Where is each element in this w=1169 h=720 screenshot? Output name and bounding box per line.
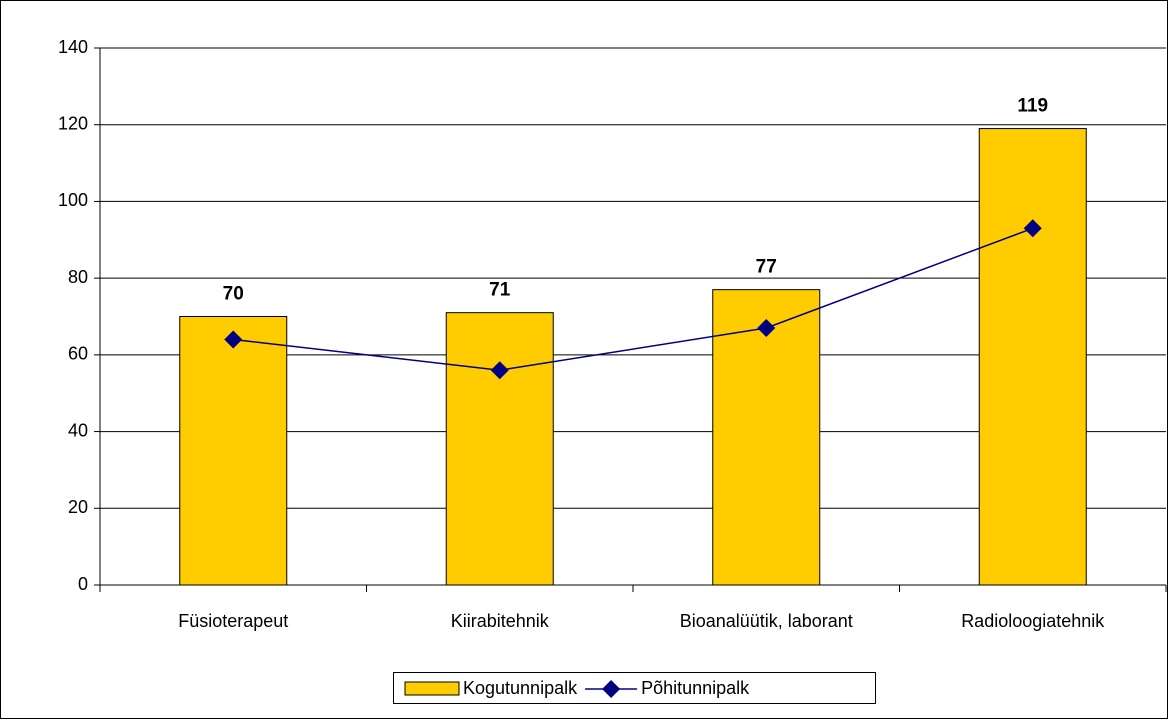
y-tick-label: 40	[68, 420, 88, 440]
x-tick-label: Füsioterapeut	[178, 611, 288, 631]
y-tick-label: 140	[58, 37, 88, 57]
marker	[490, 361, 509, 380]
legend-swatch	[404, 681, 460, 696]
x-tick-label: Kiirabitehnik	[451, 611, 550, 631]
x-tick-label: Radioloogiatehnik	[961, 611, 1105, 631]
data-label: 119	[1017, 96, 1048, 117]
legend-box	[393, 672, 876, 704]
y-tick-label: 0	[78, 574, 88, 594]
y-tick-label: 60	[68, 344, 88, 364]
y-tick-label: 20	[68, 497, 88, 517]
bar	[978, 128, 1087, 586]
y-tick-label: 120	[58, 113, 88, 133]
marker	[757, 319, 776, 338]
marker	[1023, 219, 1042, 238]
y-tick-label: 80	[68, 267, 88, 287]
legend-label: Põhitunnipalk	[641, 678, 750, 698]
line	[233, 227, 1034, 371]
data-label: 70	[223, 284, 244, 305]
legend-marker	[602, 680, 621, 698]
bar	[445, 312, 554, 586]
bar	[179, 316, 288, 586]
bar	[712, 289, 821, 586]
y-tick-label: 100	[58, 190, 88, 210]
legend-label: Kogutunnipalk	[463, 678, 578, 698]
x-tick-label: Bioanalüütik, laborant	[680, 611, 853, 631]
data-label: 77	[756, 257, 777, 278]
marker	[224, 330, 243, 349]
data-label: 71	[489, 280, 511, 301]
